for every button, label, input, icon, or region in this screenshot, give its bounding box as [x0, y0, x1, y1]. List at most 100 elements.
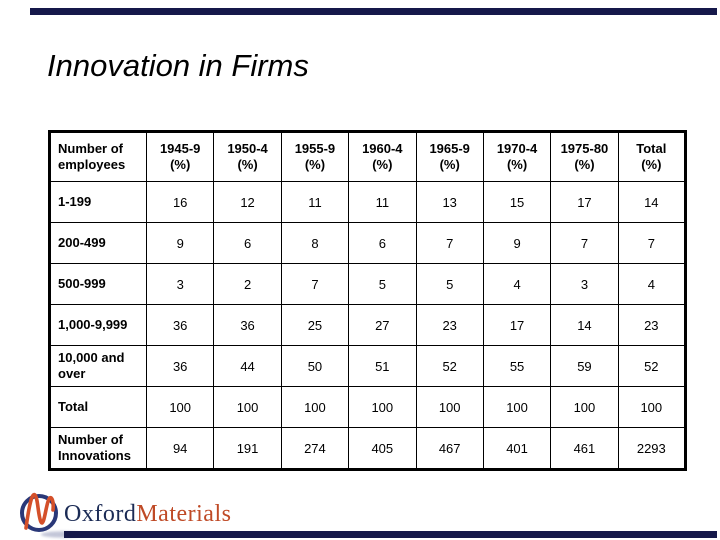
- value-cell: 191: [213, 427, 282, 470]
- value-cell: 25: [280, 304, 350, 346]
- value-cell: 11: [348, 181, 417, 223]
- value-cell: 467: [415, 427, 484, 470]
- value-cell: 13: [415, 181, 484, 223]
- table-row: Number of Innovations 94 191 274 405 467 401 46…: [49, 427, 687, 470]
- column-header-cell: 1945-9 (%): [145, 131, 215, 182]
- value-cell: 7: [280, 263, 350, 305]
- header-text: (%): [439, 157, 460, 172]
- value-cell: 27: [348, 304, 417, 346]
- row-label-cell: 500-999: [49, 263, 147, 305]
- value-cell: 8: [280, 222, 350, 264]
- value-cell: 274: [280, 427, 350, 470]
- header-text: 1950-4: [227, 141, 268, 156]
- top-accent-bar: [30, 8, 717, 15]
- value-cell: 100: [415, 386, 484, 428]
- value-cell: 5: [348, 263, 417, 305]
- value-cell: 100: [213, 386, 282, 428]
- header-text: 1970-4: [496, 141, 538, 156]
- innovation-table: Number of employees 1945-9 (%) 1950-4 (%) 195…: [48, 130, 687, 471]
- table-row: Total 100 100 100 100 100 100 100 100: [49, 386, 687, 428]
- value-cell: 100: [348, 386, 417, 428]
- bottom-accent-bar: [64, 531, 717, 538]
- value-cell: 7: [550, 222, 619, 264]
- row-label-cell: 1-199: [49, 181, 147, 223]
- value-cell: 3: [550, 263, 619, 305]
- row-label-cell: 10,000 and over: [49, 345, 147, 387]
- value-cell: 7: [617, 222, 687, 264]
- header-text: (%): [304, 157, 326, 172]
- value-cell: 6: [348, 222, 417, 264]
- column-header-cell: 1965-9 (%): [415, 131, 484, 182]
- slide-title: Innovation in Firms: [47, 48, 309, 83]
- value-cell: 100: [280, 386, 350, 428]
- value-cell: 14: [617, 181, 687, 223]
- value-cell: 23: [617, 304, 687, 346]
- header-text: 1955-9: [294, 141, 336, 156]
- column-header-cell: 1950-4 (%): [213, 131, 282, 182]
- header-text: (%): [170, 157, 191, 172]
- value-cell: 15: [482, 181, 552, 223]
- value-cell: 17: [550, 181, 619, 223]
- oxford-materials-logo-icon: [20, 492, 83, 538]
- value-cell: 3: [145, 263, 215, 305]
- row-label-cell: 200-499: [49, 222, 147, 264]
- value-cell: 4: [617, 263, 687, 305]
- logo-wordmark: OxfordMaterials: [64, 501, 231, 528]
- value-cell: 405: [348, 427, 417, 470]
- column-header-cell: 1960-4 (%): [348, 131, 417, 182]
- column-header-cell: 1975-80 (%): [550, 131, 619, 182]
- value-cell: 36: [145, 304, 215, 346]
- value-cell: 12: [213, 181, 282, 223]
- header-text: 1960-4: [362, 141, 403, 156]
- table-body: 1-199 16 12 11 11 13 15 17 14 200-499 9 6 8 6 7 9 7 7 500-…: [49, 181, 687, 470]
- value-cell: 100: [617, 386, 687, 428]
- value-cell: 5: [415, 263, 484, 305]
- header-text: (%): [372, 157, 393, 172]
- value-cell: 51: [348, 345, 417, 387]
- value-cell: 6: [213, 222, 282, 264]
- header-text: 1975-80: [560, 141, 609, 156]
- header-text: (%): [237, 157, 258, 172]
- value-cell: 100: [145, 386, 215, 428]
- column-header-cell: 1955-9 (%): [280, 131, 350, 182]
- corner-header-cell: Number of employees: [49, 131, 147, 182]
- value-cell: 4: [482, 263, 552, 305]
- value-cell: 100: [482, 386, 552, 428]
- value-cell: 94: [145, 427, 215, 470]
- header-row: Number of employees 1945-9 (%) 1950-4 (%) 195…: [49, 131, 687, 182]
- header-text: (%): [574, 157, 595, 172]
- value-cell: 9: [145, 222, 215, 264]
- table-row: 1-199 16 12 11 11 13 15 17 14: [49, 181, 687, 223]
- row-label-cell: 1,000-9,999: [49, 304, 147, 346]
- logo-text-oxford: Oxford: [64, 501, 137, 527]
- row-label-cell: Total: [49, 386, 147, 428]
- header-text: 1945-9: [159, 141, 201, 156]
- column-header-cell: Total (%): [617, 131, 687, 182]
- value-cell: 17: [482, 304, 552, 346]
- column-header-cell: 1970-4 (%): [482, 131, 552, 182]
- value-cell: 59: [550, 345, 619, 387]
- header-text: 1965-9: [429, 141, 470, 156]
- oxford-materials-logo: OxfordMaterials: [18, 487, 248, 540]
- table-header: Number of employees 1945-9 (%) 1950-4 (%) 195…: [49, 131, 687, 182]
- value-cell: 36: [213, 304, 282, 346]
- value-cell: 100: [550, 386, 619, 428]
- value-cell: 2: [213, 263, 282, 305]
- value-cell: 401: [482, 427, 552, 470]
- header-text: Total: [636, 141, 667, 156]
- value-cell: 461: [550, 427, 619, 470]
- row-label-cell: Number of Innovations: [49, 427, 147, 470]
- logo-text-materials: Materials: [136, 501, 232, 527]
- value-cell: 14: [550, 304, 619, 346]
- value-cell: 2293: [617, 427, 687, 470]
- logo-m-glyph-icon: [24, 492, 55, 530]
- value-cell: 9: [482, 222, 552, 264]
- value-cell: 23: [415, 304, 484, 346]
- value-cell: 50: [280, 345, 350, 387]
- value-cell: 44: [213, 345, 282, 387]
- header-text: (%): [506, 157, 528, 172]
- header-text: (%): [641, 157, 662, 172]
- value-cell: 7: [415, 222, 484, 264]
- value-cell: 52: [415, 345, 484, 387]
